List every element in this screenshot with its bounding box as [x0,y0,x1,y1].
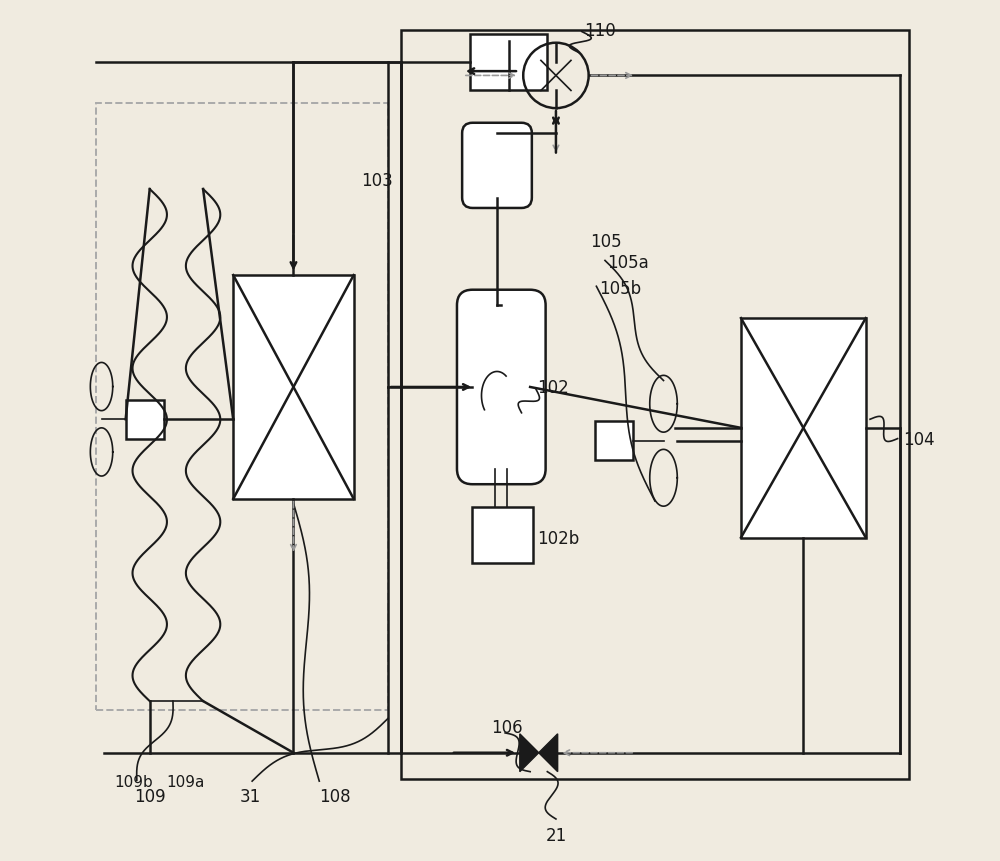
Text: 109a: 109a [166,774,204,790]
Bar [741,319,866,538]
Text: 105b: 105b [599,280,641,298]
Bar [233,276,354,499]
Text: 105a: 105a [608,254,649,272]
FancyBboxPatch shape [457,290,546,485]
Text: 102: 102 [537,379,569,397]
Bar [96,104,388,709]
Bar [472,508,533,564]
Bar [126,400,164,439]
Text: 109: 109 [134,787,166,805]
FancyBboxPatch shape [462,124,532,208]
Text: 21: 21 [545,826,567,844]
Bar [595,422,633,461]
Polygon shape [539,734,558,771]
Text: 31: 31 [240,787,261,805]
Text: 102b: 102b [537,529,579,547]
Text: 106: 106 [491,718,523,735]
Bar [470,35,547,91]
Text: 110: 110 [584,22,616,40]
Text: 103: 103 [361,172,392,190]
Text: 104: 104 [903,430,934,448]
Polygon shape [520,734,539,771]
Text: 109b: 109b [114,774,153,790]
Text: 105: 105 [590,232,622,251]
Bar [401,31,909,778]
Text: 108: 108 [319,787,351,805]
